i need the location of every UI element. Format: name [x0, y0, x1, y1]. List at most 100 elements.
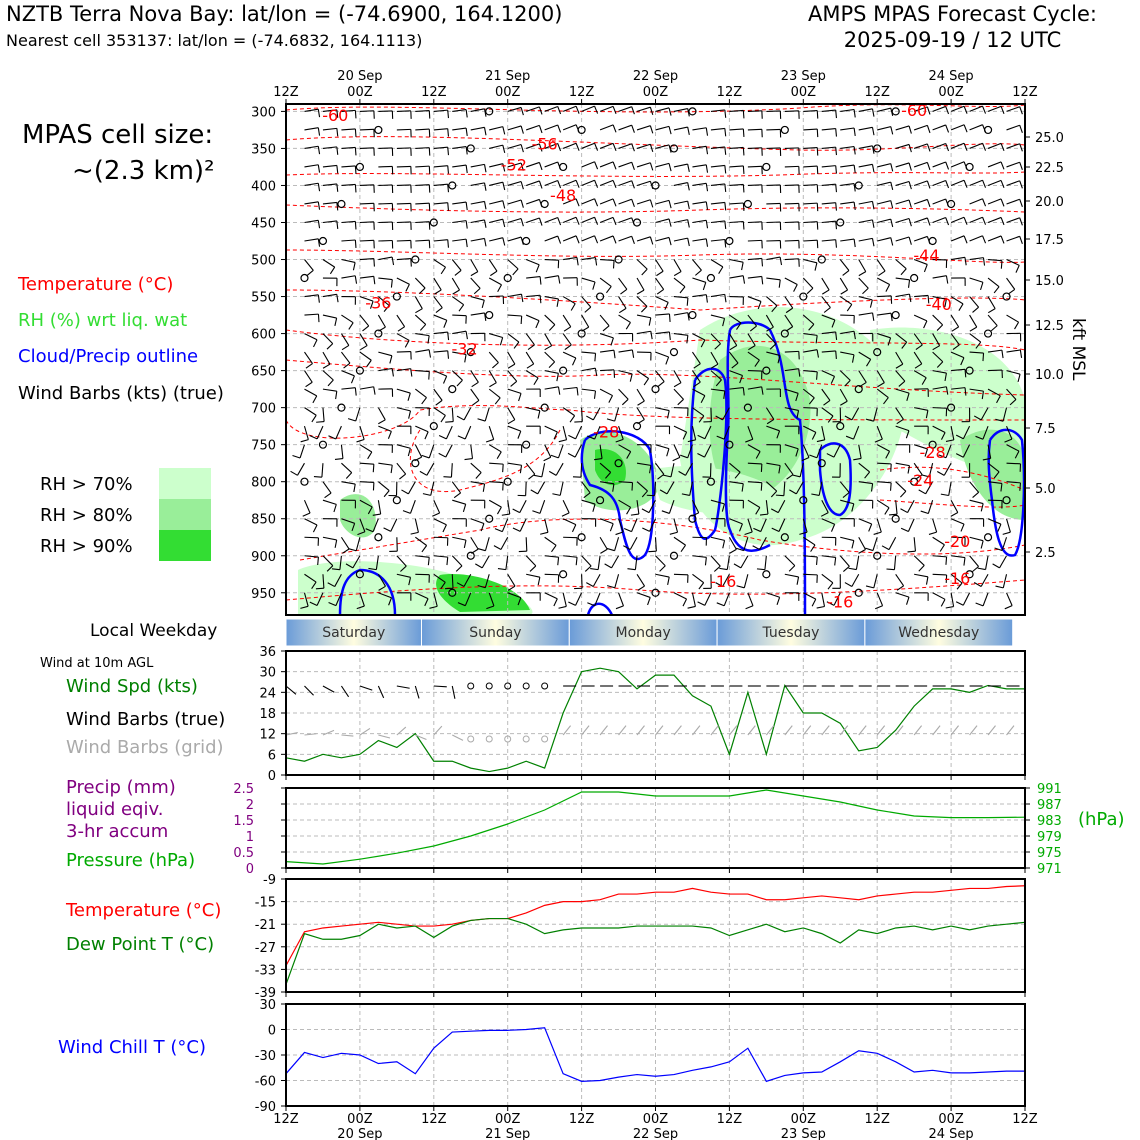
- wind-barb: [913, 537, 916, 552]
- wind-barb: [1019, 217, 1023, 226]
- wind-barb: [1000, 217, 1005, 226]
- wind-barb: [452, 499, 466, 505]
- wind-barb: [581, 388, 596, 392]
- wind-barb: [655, 107, 670, 112]
- wind-barb: [975, 602, 984, 607]
- wind-barb: [873, 531, 882, 535]
- calm-circle: [503, 273, 512, 283]
- wind-barb: [710, 127, 725, 131]
- wind-barb: [470, 271, 479, 277]
- wind-barb: [673, 536, 686, 546]
- wind-barb: [636, 573, 646, 587]
- wind-barb: [682, 598, 688, 607]
- legend-temperature: Temperature (°C): [18, 274, 174, 295]
- wind-barb: [612, 260, 615, 269]
- wind-barb: [876, 388, 889, 399]
- wind-barb: [932, 179, 946, 186]
- wind-barb: [594, 457, 603, 461]
- wind-barb: [926, 106, 931, 115]
- calm-circle: [854, 588, 863, 597]
- wind-barb: [649, 107, 654, 115]
- calm-circle: [651, 588, 660, 597]
- wind-barb: [507, 388, 522, 394]
- wind-barb: [932, 370, 947, 374]
- time-tick-label: 12Z: [864, 1112, 890, 1127]
- wind-barb: [747, 239, 762, 242]
- wind-barb: [853, 164, 856, 174]
- wind-barb-grid: [359, 727, 371, 736]
- temperature-label: -40: [926, 295, 952, 314]
- wind-barb: [447, 239, 450, 248]
- wind-barb: [913, 106, 928, 112]
- wind-barb: [858, 444, 862, 459]
- wind-barb: [424, 598, 429, 607]
- wind-barb: [571, 524, 577, 533]
- wind-barb: [445, 425, 453, 440]
- wind-barb: [826, 601, 835, 606]
- temperature-contour: [409, 429, 561, 492]
- wind-barb: [1004, 605, 1013, 610]
- wind-barb: [866, 359, 872, 367]
- wind-barb: [913, 259, 928, 265]
- wind-barb: [341, 239, 356, 242]
- wind-barb: [1006, 444, 1020, 452]
- wind-barb: [765, 314, 774, 328]
- wind-barb: [512, 527, 521, 532]
- wind-barb: [803, 425, 817, 433]
- wind-barb-grid: [341, 734, 354, 737]
- wind-barb: [784, 368, 799, 372]
- wind-barb: [655, 259, 664, 272]
- wind-barb: [997, 523, 1002, 532]
- wind-barb: [492, 362, 499, 369]
- temperature-contour: [299, 518, 1026, 561]
- wind-barb: [975, 435, 984, 440]
- wind-barb: [936, 470, 945, 476]
- wind-barb: [1006, 592, 1013, 606]
- wind-barb: [742, 165, 745, 174]
- wind-barb: [407, 481, 416, 495]
- wind-barb: [810, 544, 816, 552]
- wind-barb: [452, 108, 467, 112]
- wind-barb: [488, 499, 502, 508]
- wind-barb: [443, 320, 448, 328]
- weekday-label: Wednesday: [898, 625, 979, 641]
- wind-barb: [940, 599, 946, 607]
- wind-barb: [661, 510, 670, 514]
- wind-barb: [599, 518, 614, 525]
- wind-barb: [722, 407, 730, 421]
- pressure-tick-label: 800: [251, 476, 276, 491]
- wind-barb: [526, 294, 541, 298]
- wind-barb: [447, 202, 450, 211]
- wind-barb: [877, 237, 891, 242]
- wind-barb: [599, 142, 614, 149]
- wind-barb: [419, 470, 428, 476]
- rh-area: [595, 449, 626, 486]
- wind-barb: [451, 407, 454, 422]
- wind-barb: [519, 499, 527, 513]
- wind-barb: [803, 184, 818, 187]
- wind-barb: [853, 331, 856, 340]
- wind-barb: [341, 128, 356, 131]
- wind-barb: [618, 180, 632, 186]
- calm-circle: [614, 255, 623, 264]
- wind-barb: [719, 567, 728, 571]
- calm-circle: [1002, 292, 1011, 301]
- wind-barb: [483, 219, 487, 228]
- wind-barb: [581, 179, 595, 186]
- wind-barb: [692, 182, 707, 187]
- wind-barb: [789, 489, 797, 495]
- wind-barb: [569, 415, 576, 423]
- rh-key-80: RH > 80%: [40, 505, 133, 526]
- wind-barb: [745, 438, 753, 443]
- wind-barb: [586, 582, 594, 587]
- wind-barb: [913, 444, 928, 450]
- wind-barb: [567, 452, 576, 458]
- wind-barb: [835, 331, 838, 340]
- wind-barb: [341, 275, 356, 279]
- wind-barb: [341, 518, 355, 524]
- wind-barb: [1001, 537, 1008, 551]
- wind-barb: [1006, 370, 1021, 375]
- wind-barb-grid: [322, 729, 335, 736]
- wind-barb: [544, 370, 559, 374]
- wind-barb: [981, 391, 984, 400]
